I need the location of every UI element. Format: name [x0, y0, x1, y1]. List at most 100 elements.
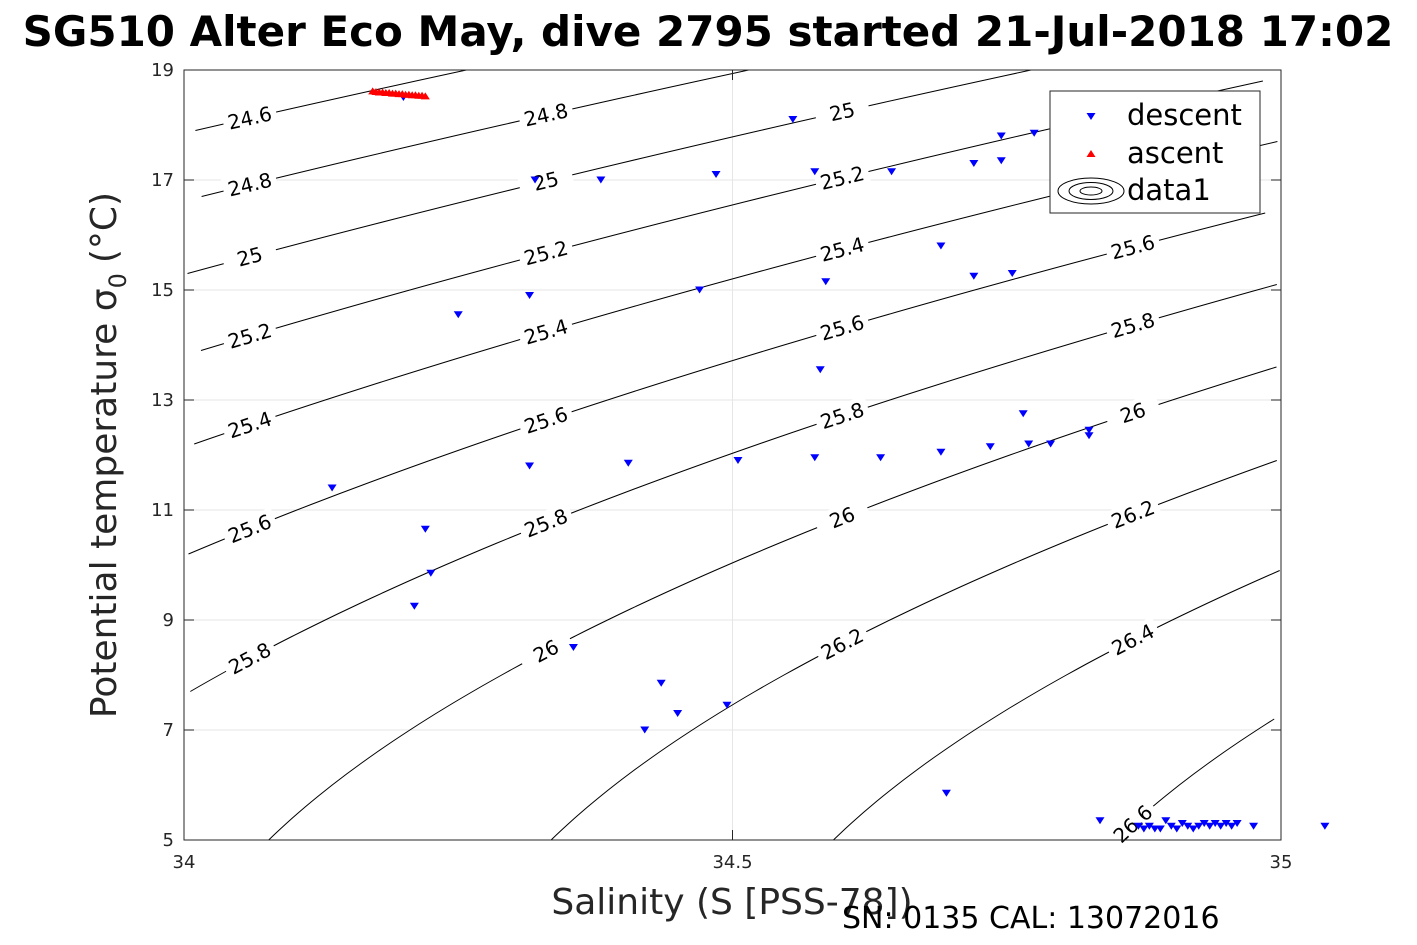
descent-point: [810, 168, 820, 176]
contour-label-bg: [813, 159, 872, 196]
y-axis-label-subscript: 0: [104, 273, 132, 288]
descent-point: [420, 525, 430, 533]
contour-label-bg: [220, 404, 280, 445]
descent-point: [733, 457, 743, 464]
descent-point: [969, 272, 979, 280]
descent-point: [1007, 270, 1017, 277]
legend-data1-label: data1: [1127, 173, 1211, 207]
contour-label-bg: [220, 238, 279, 276]
contour-label-text: 25: [827, 97, 857, 126]
descent-point: [623, 459, 633, 467]
contour-label-bg: [220, 316, 280, 356]
contour-line: [833, 570, 1280, 841]
descent-point: [1221, 820, 1231, 827]
y-axis-label-main: Potential temperature σ: [84, 288, 125, 718]
descent-point: [453, 311, 463, 319]
descent-point: [640, 726, 650, 734]
chart-title: SG510 Alter Eco May, dive 2795 started 2…: [23, 7, 1394, 56]
contour-label-bg: [220, 507, 280, 550]
descent-point: [887, 168, 897, 176]
y-tick-label: 5: [163, 830, 174, 851]
descent-point: [996, 157, 1006, 165]
contour-label-bg: [812, 496, 872, 539]
descent-point: [1210, 820, 1220, 827]
contour-line: [268, 366, 1277, 841]
contour-label-bg: [1104, 796, 1161, 851]
axis-ticks: [183, 69, 1282, 841]
legend-descent-label: descent: [1127, 98, 1242, 132]
contour-label-bg: [812, 395, 872, 436]
descent-point: [596, 176, 606, 184]
descent-point: [1227, 822, 1237, 830]
contour-label-bg: [517, 97, 575, 133]
y-tick-label: 11: [151, 500, 174, 521]
contour-label-bg: [1103, 228, 1163, 266]
descent-point: [985, 443, 995, 451]
descent-point: [1018, 410, 1028, 418]
descent-point: [1249, 822, 1259, 830]
legend-box: [1049, 90, 1261, 214]
ascent-series: [368, 87, 430, 100]
x-tick-labels: 34 34.5 35: [173, 852, 1293, 873]
descent-point: [821, 278, 831, 286]
ascent-point: [420, 92, 430, 100]
descent-point: [1095, 817, 1105, 825]
contour-label-bg: [813, 230, 872, 268]
x-tick-label: 34.5: [712, 852, 752, 873]
descent-point: [936, 242, 946, 250]
descent-point: [1199, 820, 1209, 827]
descent-point: [695, 286, 705, 294]
contour-label-bg: [516, 400, 576, 441]
descent-point: [711, 171, 721, 178]
descent-point: [1084, 432, 1094, 440]
contour-label-bg: [516, 627, 576, 675]
contour-label-bg: [220, 166, 279, 203]
descent-point: [1188, 825, 1198, 833]
contour-label-bg: [1103, 616, 1163, 663]
descent-point: [996, 132, 1006, 140]
descent-point: [1155, 825, 1165, 833]
contour-line: [190, 284, 1277, 692]
y-tick-label: 7: [163, 720, 174, 741]
contour-line: [201, 69, 749, 197]
contour-label: 24.8: [517, 97, 575, 133]
contour-label-bg: [1103, 306, 1163, 345]
descent-point: [941, 789, 951, 797]
descent-point: [1320, 822, 1330, 830]
x-axis-label: Salinity (S [PSS-78]): [551, 882, 912, 923]
descent-point: [327, 484, 337, 492]
contour-label-bg: [516, 312, 576, 351]
contour-label-bg: [220, 635, 280, 682]
descent-point: [525, 292, 535, 299]
legend-ascent-label: ascent: [1127, 136, 1223, 170]
contour-label-bg: [516, 234, 576, 272]
descent-point: [656, 679, 666, 687]
descent-point: [1177, 820, 1187, 827]
descent-point: [1084, 426, 1094, 434]
contour-line: [188, 212, 1266, 555]
legend: descent ascent data1: [1049, 90, 1261, 214]
y-tick-label: 9: [163, 610, 174, 631]
descent-point: [1194, 822, 1204, 830]
descent-point: [969, 160, 979, 167]
descent-point: [1161, 817, 1171, 825]
descent-point: [426, 569, 436, 577]
descent-point: [1144, 822, 1154, 830]
descent-point: [409, 602, 419, 610]
x-tick-label: 35: [1270, 852, 1293, 873]
legend-contour-icon: [1057, 177, 1125, 205]
descent-point: [1029, 129, 1039, 137]
descent-point: [1166, 822, 1176, 830]
descent-point: [530, 176, 540, 184]
y-tick-label: 15: [151, 280, 174, 301]
descent-point: [722, 701, 732, 709]
descent-point: [1216, 822, 1226, 830]
descent-point: [568, 644, 578, 651]
descent-point: [1139, 825, 1149, 833]
contour-line: [187, 69, 1032, 274]
contour-label-bg: [1103, 493, 1163, 536]
y-axis-label-unit: (°C): [84, 192, 125, 263]
descent-point: [673, 710, 683, 717]
descent-point: [1205, 822, 1215, 830]
y-tick-label: 17: [151, 170, 174, 191]
